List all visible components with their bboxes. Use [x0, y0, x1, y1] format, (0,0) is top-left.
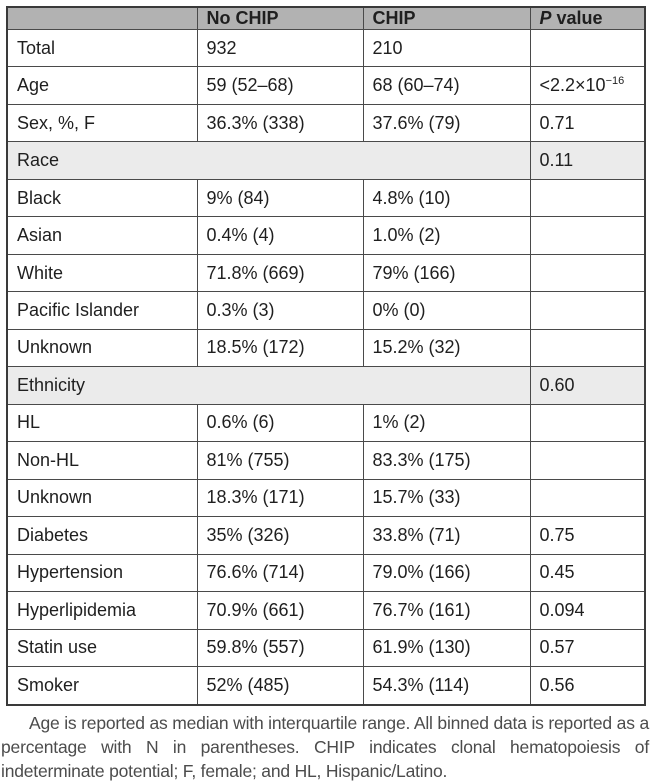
table-footnote: Age is reported as median with interquar… [1, 713, 649, 781]
chip-value: 83.3% (175) [362, 441, 531, 480]
chip-value: 15.7% (33) [362, 478, 531, 518]
p-value [529, 178, 646, 218]
chip-value: 15.2% (32) [362, 328, 531, 368]
p-value-italic: P [539, 8, 552, 28]
p-value: 0.56 [529, 665, 646, 706]
table-row: Total 932 210 [6, 28, 646, 68]
table-row: Statin use 59.8% (557) 61.9% (130) 0.57 [6, 628, 646, 667]
p-value [529, 253, 646, 293]
p-value: 0.57 [529, 628, 646, 667]
p-value [529, 216, 646, 255]
row-label: Sex, %, F [6, 103, 198, 143]
header-empty-cell [6, 6, 198, 30]
no-chip-value: 0.3% (3) [196, 291, 364, 330]
table-row: HL 0.6% (6) 1% (2) [6, 403, 646, 443]
header-no-chip: No CHIP [196, 6, 364, 30]
no-chip-value: 76.6% (714) [196, 553, 364, 593]
chip-value: 61.9% (130) [362, 628, 531, 667]
no-chip-value: 70.9% (661) [196, 591, 364, 630]
chip-value: 68 (60–74) [362, 66, 531, 105]
no-chip-value: 35% (326) [196, 516, 364, 555]
p-value [529, 441, 646, 480]
row-label: Diabetes [6, 516, 198, 555]
chip-value: 1.0% (2) [362, 216, 531, 255]
table-row: Smoker 52% (485) 54.3% (114) 0.56 [6, 665, 646, 706]
p-value: 0.60 [529, 366, 646, 405]
p-value: 0.75 [529, 516, 646, 555]
no-chip-value: 932 [196, 28, 364, 68]
table-row: Non-HL 81% (755) 83.3% (175) [6, 441, 646, 480]
p-value [529, 403, 646, 443]
table-row: Unknown 18.5% (172) 15.2% (32) [6, 328, 646, 368]
row-label: Asian [6, 216, 198, 255]
p-value [529, 478, 646, 518]
chip-value: 79% (166) [362, 253, 531, 293]
table-row: Diabetes 35% (326) 33.8% (71) 0.75 [6, 516, 646, 555]
row-label: HL [6, 403, 198, 443]
header-chip: CHIP [362, 6, 531, 30]
table-row: Hypertension 76.6% (714) 79.0% (166) 0.4… [6, 553, 646, 593]
row-label: Hypertension [6, 553, 198, 593]
header-p-value: P value [529, 6, 646, 30]
table-row: Sex, %, F 36.3% (338) 37.6% (79) 0.71 [6, 103, 646, 143]
no-chip-value: 52% (485) [196, 665, 364, 706]
p-value [529, 28, 646, 68]
p-value [529, 328, 646, 368]
chip-value: 37.6% (79) [362, 103, 531, 143]
row-label: Statin use [6, 628, 198, 667]
table-row: Hyperlipidemia 70.9% (661) 76.7% (161) 0… [6, 591, 646, 630]
no-chip-value: 36.3% (338) [196, 103, 364, 143]
chip-value: 76.7% (161) [362, 591, 531, 630]
no-chip-value: 81% (755) [196, 441, 364, 480]
chip-value: 79.0% (166) [362, 553, 531, 593]
table-row: White 71.8% (669) 79% (166) [6, 253, 646, 293]
p-value: 0.11 [529, 141, 646, 180]
table-row: Unknown 18.3% (171) 15.7% (33) [6, 478, 646, 518]
no-chip-value: 18.3% (171) [196, 478, 364, 518]
baseline-characteristics-table: No CHIP CHIP P value Total 932 210 Age 5… [6, 6, 646, 706]
row-label: Non-HL [6, 441, 198, 480]
section-row-ethnicity: Ethnicity 0.60 [6, 366, 646, 405]
table-row: Asian 0.4% (4) 1.0% (2) [6, 216, 646, 255]
table-container: No CHIP CHIP P value Total 932 210 Age 5… [6, 6, 646, 706]
section-label: Ethnicity [6, 366, 531, 405]
no-chip-value: 59 (52–68) [196, 66, 364, 105]
chip-value: 0% (0) [362, 291, 531, 330]
table-row: Age 59 (52–68) 68 (60–74) <2.2×10−16 [6, 66, 646, 105]
row-label: Unknown [6, 478, 198, 518]
no-chip-value: 0.6% (6) [196, 403, 364, 443]
p-value [529, 291, 646, 330]
p-value: <2.2×10−16 [529, 66, 646, 105]
p-value-exponent: −16 [605, 75, 625, 88]
no-chip-value: 18.5% (172) [196, 328, 364, 368]
chip-value: 33.8% (71) [362, 516, 531, 555]
p-value: 0.71 [529, 103, 646, 143]
no-chip-value: 0.4% (4) [196, 216, 364, 255]
row-label: White [6, 253, 198, 293]
table-row: Black 9% (84) 4.8% (10) [6, 178, 646, 218]
no-chip-value: 71.8% (669) [196, 253, 364, 293]
p-value: 0.094 [529, 591, 646, 630]
p-value-rest: value [551, 8, 603, 28]
chip-value: 1% (2) [362, 403, 531, 443]
no-chip-value: 9% (84) [196, 178, 364, 218]
section-row-race: Race 0.11 [6, 141, 646, 180]
row-label: Age [6, 66, 198, 105]
row-label: Smoker [6, 665, 198, 706]
p-value: 0.45 [529, 553, 646, 593]
table-header-row: No CHIP CHIP P value [6, 6, 646, 30]
section-label: Race [6, 141, 531, 180]
chip-value: 4.8% (10) [362, 178, 531, 218]
row-label: Total [6, 28, 198, 68]
row-label: Hyperlipidemia [6, 591, 198, 630]
row-label: Unknown [6, 328, 198, 368]
p-value-base: <2.2×10 [539, 75, 606, 96]
no-chip-value: 59.8% (557) [196, 628, 364, 667]
chip-value: 54.3% (114) [362, 665, 531, 706]
chip-value: 210 [362, 28, 531, 68]
row-label: Black [6, 178, 198, 218]
table-row: Pacific Islander 0.3% (3) 0% (0) [6, 291, 646, 330]
row-label: Pacific Islander [6, 291, 198, 330]
